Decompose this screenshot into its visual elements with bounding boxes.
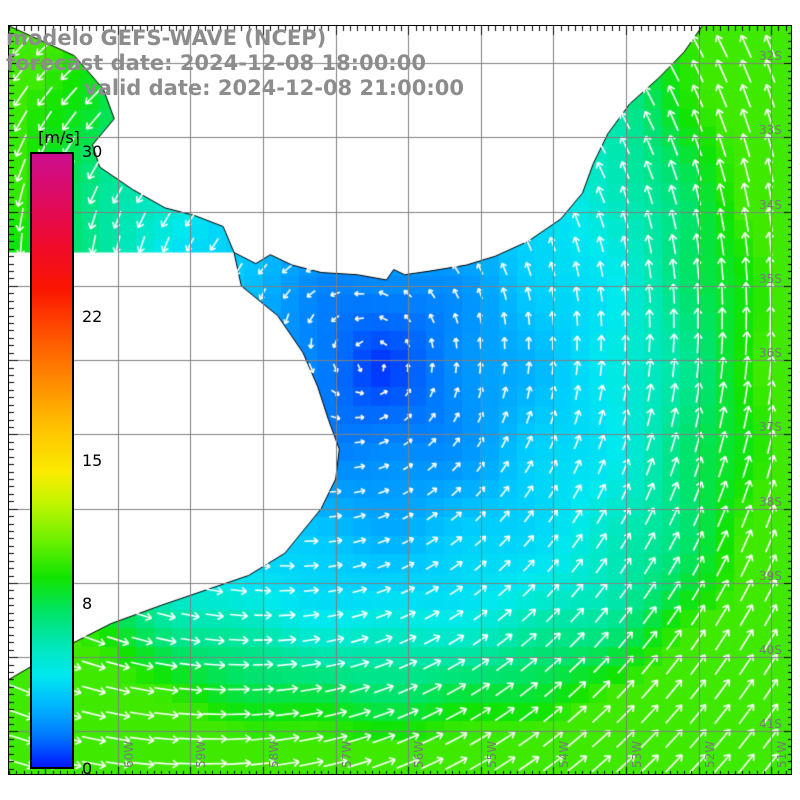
colorbar-tick-0: 0 [82,759,93,778]
colorbar-gradient [30,152,74,769]
wind-speed-field-canvas [9,26,791,774]
colorbar-unit-label: [m/s] [38,128,80,147]
colorbar-tick-30: 30 [82,142,103,161]
map-canvas-container [9,26,791,774]
colorbar-tick-22: 22 [82,306,103,326]
plot-frame: 61W60W59W58W57W56W55W54W53W52W51W32S33S3… [8,25,792,775]
colorbar-tick-15: 15 [82,450,103,470]
colorbar-tick-8: 8 [82,594,93,614]
